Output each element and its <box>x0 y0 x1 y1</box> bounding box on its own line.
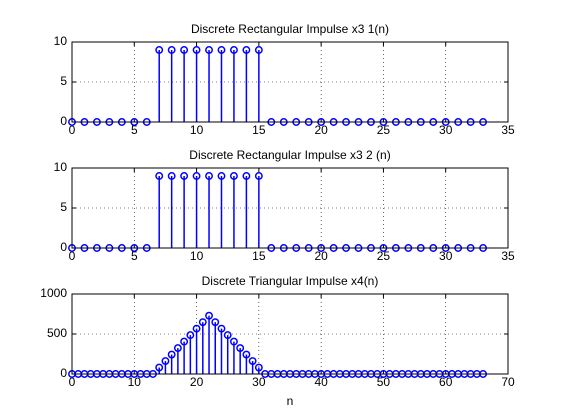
stem-marker <box>180 337 189 346</box>
x-tick-label: 30 <box>439 123 453 137</box>
stem-marker <box>167 172 176 180</box>
stem-marker <box>155 46 164 54</box>
x-tick-label: 20 <box>314 249 328 263</box>
x-tick-label: 5 <box>131 123 138 137</box>
chart-title: Discrete Triangular Impulse x4(n) <box>202 274 379 288</box>
stem-marker <box>205 46 213 54</box>
stem-marker <box>192 46 201 54</box>
x-tick-label: 5 <box>131 249 138 263</box>
x-tick-label: 15 <box>252 123 266 137</box>
x-tick-label: 0 <box>69 123 76 137</box>
y-tick-label: 0 <box>60 114 67 128</box>
stem-marker <box>248 357 257 365</box>
stem-marker <box>217 46 226 54</box>
stem-marker <box>161 357 170 365</box>
stem-marker <box>242 172 251 180</box>
stem-marker <box>180 46 189 54</box>
axes-background <box>72 294 508 374</box>
stem-marker <box>254 172 263 180</box>
axes-background <box>72 42 508 122</box>
stem-marker <box>155 363 164 372</box>
stem-marker <box>180 172 189 180</box>
x-tick-label: 10 <box>128 375 142 389</box>
x-tick-label: 30 <box>439 249 453 263</box>
stem-marker <box>155 172 164 180</box>
y-tick-label: 500 <box>47 326 67 340</box>
y-tick-label: 10 <box>54 34 68 48</box>
stem-marker <box>217 172 226 180</box>
stem-marker <box>254 363 263 372</box>
axes-box <box>71 41 509 123</box>
x-tick-label: 20 <box>190 375 204 389</box>
x-tick-label: 35 <box>501 123 515 137</box>
x-tick-label: 60 <box>439 375 453 389</box>
x-tick-label: 0 <box>69 375 76 389</box>
chart-title: Discrete Rectangular Impulse x3 2 (n) <box>189 148 390 162</box>
stem-marker <box>192 172 201 180</box>
x-tick-label: 25 <box>377 123 391 137</box>
stem-marker <box>167 350 176 359</box>
stem-marker <box>242 46 251 54</box>
stem-marker <box>217 324 226 333</box>
x-tick-label: 25 <box>377 249 391 263</box>
stem-marker <box>254 46 263 54</box>
x-tick-label: 30 <box>252 375 266 389</box>
stem-marker <box>223 331 232 340</box>
stem-marker <box>236 344 245 353</box>
y-tick-label: 5 <box>60 74 67 88</box>
x-tick-label: 35 <box>501 249 515 263</box>
stem-marker <box>229 172 238 180</box>
axes-background <box>72 168 508 248</box>
x-tick-label: 10 <box>190 249 204 263</box>
x-tick-label: 15 <box>252 249 266 263</box>
stem-marker <box>198 318 207 327</box>
y-tick-label: 0 <box>60 240 67 254</box>
axes-box <box>71 167 509 249</box>
stem-marker <box>167 46 176 54</box>
y-tick-label: 10 <box>54 160 68 174</box>
stem-marker <box>229 337 238 346</box>
x-tick-label: 70 <box>501 375 515 389</box>
x-tick-label: 50 <box>377 375 391 389</box>
y-tick-label: 1000 <box>40 286 67 300</box>
stem-marker <box>192 324 201 333</box>
stem-marker <box>229 46 238 54</box>
stem-marker <box>211 318 220 327</box>
x-tick-label: 0 <box>69 249 76 263</box>
x-tick-label: 20 <box>314 123 328 137</box>
x-tick-label: 40 <box>314 375 328 389</box>
y-tick-label: 0 <box>60 366 67 380</box>
axes-box <box>71 293 509 375</box>
stem-marker <box>205 172 213 180</box>
y-tick-label: 5 <box>60 200 67 214</box>
stem-marker <box>186 331 195 340</box>
stem-marker <box>173 344 182 353</box>
stem-marker <box>242 350 251 359</box>
x-tick-label: 10 <box>190 123 204 137</box>
stem-marker <box>205 311 213 320</box>
chart-title: Discrete Rectangular Impulse x3 1(n) <box>191 22 389 36</box>
x-axis-label: n <box>287 394 294 408</box>
